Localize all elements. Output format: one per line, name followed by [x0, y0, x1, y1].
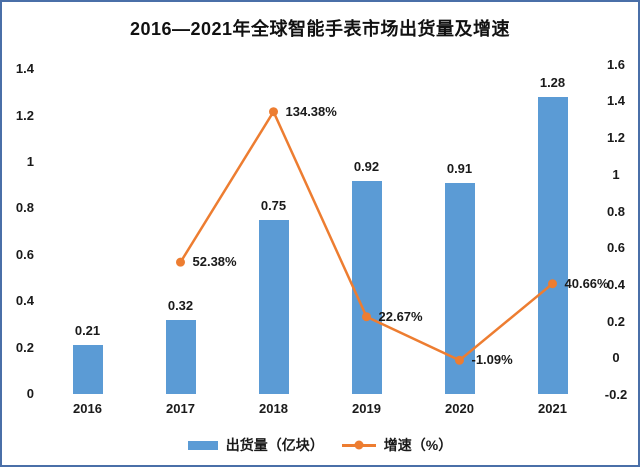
legend-item-shipments: 出货量（亿块） [187, 435, 324, 455]
growth-value-label: 52.38% [192, 254, 237, 270]
bar [537, 97, 568, 394]
line-marker [455, 355, 464, 365]
left-axis-tick: 0.4 [15, 293, 34, 309]
right-axis-tick: 0 [612, 350, 620, 366]
bar-value-label: 0.21 [74, 323, 101, 339]
legend: 出货量（亿块） 增速（%） [2, 435, 638, 455]
bar [351, 180, 382, 394]
legend-shipments-label: 出货量（亿块） [225, 437, 324, 453]
growth-line [179, 109, 554, 362]
growth-value-label: 134.38% [285, 103, 337, 119]
right-axis-tick: -0.2 [604, 387, 628, 402]
bar-value-label: 0.91 [446, 160, 473, 176]
left-axis-tick: 1.2 [15, 107, 34, 123]
x-axis-label: 2016 [73, 401, 102, 416]
left-axis-tick: 0.6 [15, 246, 34, 262]
bar-swatch-icon [187, 440, 218, 450]
line-marker-icon [354, 440, 364, 450]
right-axis-tick: 0.2 [606, 313, 626, 329]
bar-value-label: 0.92 [353, 158, 380, 174]
bar [165, 319, 196, 394]
right-axis-tick: 0.4 [606, 276, 626, 292]
growth-value-label: 40.66% [564, 275, 609, 291]
line-marker [269, 107, 278, 117]
line-marker [176, 257, 185, 267]
x-axis-label: 2020 [445, 401, 474, 416]
bar-value-label: 0.32 [167, 297, 194, 313]
right-axis-tick: 1.4 [606, 93, 626, 109]
legend-growth-label: 增速（%） [383, 437, 453, 453]
growth-value-label: 22.67% [378, 308, 423, 324]
line-marker [362, 312, 371, 322]
chart-title: 2016—2021年全球智能手表市场出货量及增速 [129, 19, 511, 39]
left-axis-tick: 1.4 [15, 61, 34, 77]
right-axis-tick: 1.6 [606, 56, 626, 72]
line-swatch-icon [341, 440, 376, 450]
line-marker [548, 279, 557, 289]
left-axis-tick: 1 [26, 154, 34, 169]
right-axis-tick: 0.8 [606, 203, 626, 219]
x-axis-label: 2021 [538, 401, 567, 416]
bar [258, 220, 289, 394]
left-axis-tick: 0.2 [15, 339, 34, 355]
x-axis-label: 2019 [352, 401, 381, 416]
right-axis-tick: 1 [612, 166, 620, 182]
left-axis-tick: 0 [26, 386, 34, 401]
left-axis-tick: 0.8 [15, 200, 34, 216]
right-axis-tick: 1.2 [606, 130, 626, 146]
bar-value-label: 0.75 [260, 198, 287, 213]
bar-value-label: 1.28 [539, 75, 566, 91]
growth-value-label: -1.09% [471, 352, 513, 368]
x-axis-label: 2018 [259, 401, 288, 416]
legend-item-growth: 增速（%） [341, 435, 453, 455]
x-axis-label: 2017 [166, 401, 195, 416]
bar [72, 345, 103, 394]
right-axis-tick: 0.6 [606, 240, 626, 256]
